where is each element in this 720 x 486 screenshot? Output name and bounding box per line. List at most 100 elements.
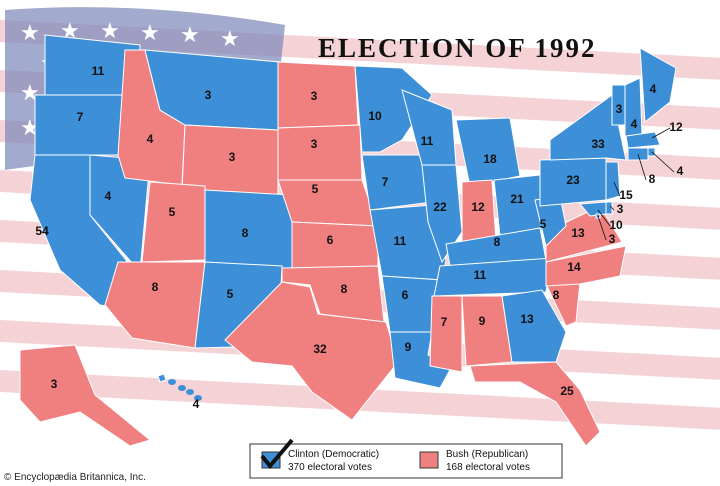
state [429,295,463,373]
state-votes: 54 [35,224,49,238]
state-votes: 11 [394,234,407,248]
state [455,117,521,187]
state-votes: 15 [619,188,633,202]
state-votes: 10 [368,109,382,123]
state-votes: 11 [474,268,487,282]
state [433,257,553,297]
state-votes: 6 [327,233,334,247]
leader-line [597,215,607,241]
state-votes: 33 [591,137,605,151]
svg-text:★: ★ [180,23,200,48]
state [104,261,206,349]
state [469,361,601,447]
leader-line [609,205,615,211]
state-votes: 7 [77,110,84,124]
state [545,205,623,263]
state [277,61,359,129]
state-votes: 5 [540,217,547,231]
state-votes: 3 [311,89,318,103]
state-votes: 11 [92,64,105,78]
state [605,161,621,201]
state-votes: 8 [242,226,249,240]
legend-label: Clinton (Democratic) [288,449,379,460]
svg-text:★: ★ [100,19,120,44]
svg-text:★: ★ [20,21,40,46]
state-votes: 3 [205,88,212,102]
state-votes: 22 [433,200,447,214]
state-votes: 7 [441,315,448,329]
leader-line [651,127,671,139]
state-votes: 13 [520,312,534,326]
state-votes: 3 [229,150,236,164]
state [19,344,152,447]
state-votes: 4 [631,117,638,131]
state-votes: 18 [483,152,497,166]
state [277,124,363,181]
svg-text:★: ★ [220,27,240,52]
state-votes: 12 [669,120,683,134]
state [194,395,202,401]
state [625,131,661,149]
legend-label: Bush (Republican) [446,449,528,460]
state-votes: 11 [421,134,434,148]
state [291,221,379,269]
state-votes: 5 [312,182,319,196]
state-votes: 3 [617,202,624,216]
leader-line [637,153,647,181]
state [501,289,567,363]
state-votes: 4 [650,82,657,96]
legend-votes: 168 electoral votes [446,462,530,473]
state [545,245,627,287]
state-votes: 8 [341,282,348,296]
state-votes: 10 [609,218,623,232]
state [549,94,627,161]
state-votes: 3 [51,377,58,391]
leader-line [613,181,621,197]
state-votes: 4 [105,189,112,203]
state-votes: 3 [311,137,318,151]
state-votes: 3 [609,232,616,246]
state-votes: 32 [313,342,327,356]
legend-swatch [419,451,439,469]
state [186,389,194,395]
svg-text:★: ★ [140,21,160,46]
state-votes: 4 [147,132,154,146]
legend-votes: 370 electoral votes [288,462,372,473]
state-votes: 6 [402,288,409,302]
leader-line [651,151,675,173]
state-votes: 9 [405,340,412,354]
state [204,189,293,271]
state-votes: 7 [382,175,389,189]
states [19,34,677,447]
leader-line [597,209,611,227]
state [157,373,167,383]
state [178,385,186,391]
legend: Clinton (Democratic) 370 electoral votes… [249,438,563,479]
state-votes: 12 [471,200,485,214]
state-votes: 21 [510,192,524,206]
state [277,179,379,227]
state-votes: 5 [169,205,176,219]
state-votes: 23 [566,173,580,187]
state-votes: 4 [677,164,684,178]
checkmark [260,438,294,470]
state [141,181,206,263]
state-votes: 5 [227,287,234,301]
state-votes: 8 [152,280,159,294]
credit: © Encyclopædia Britannica, Inc. [4,472,146,483]
state-votes: 14 [567,260,581,274]
state-votes: 25 [560,384,574,398]
state-votes: 3 [616,102,623,116]
title: ELECTION OF 1992 [318,33,597,63]
state-votes: 13 [571,226,585,240]
state-votes: 8 [553,288,560,302]
state [647,147,656,157]
state [34,94,129,156]
state-votes: 8 [494,235,501,249]
state [354,65,433,153]
state-votes: 8 [649,172,656,186]
state [168,379,176,385]
state-votes: 9 [479,314,486,328]
state [605,201,613,215]
